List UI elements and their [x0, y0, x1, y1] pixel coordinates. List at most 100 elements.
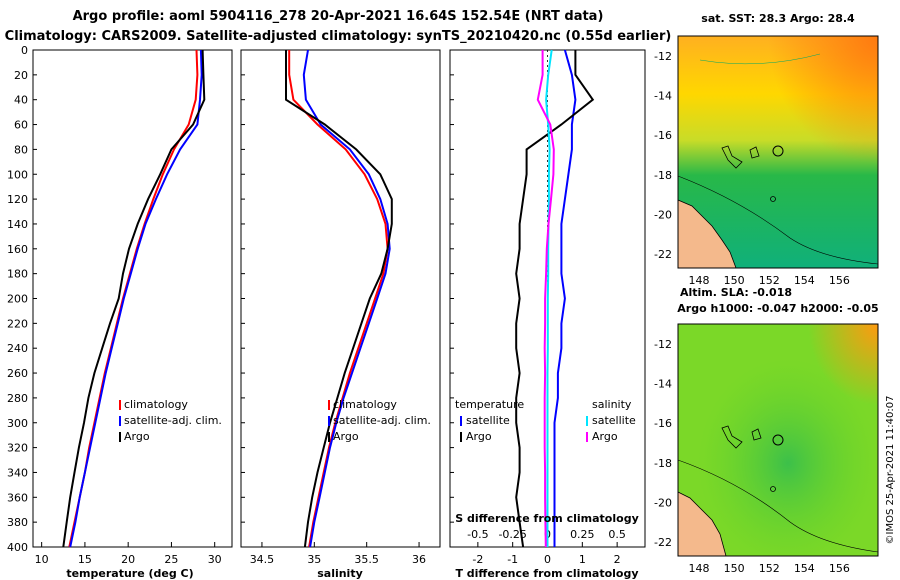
legend-satellite: satellite-adj. clim. [124, 414, 222, 427]
temperature-frame [32, 49, 233, 548]
temperature-xlabel: temperature (deg C) [66, 567, 193, 580]
map-lat-label: -20 [654, 208, 672, 221]
x-tick-label: 25 [164, 553, 178, 566]
map-lat-label: -18 [654, 169, 672, 182]
map-lat-label: -22 [654, 248, 672, 261]
sla-map-subtitle: Argo h1000: -0.047 h2000: -0.05 [677, 302, 878, 315]
depth-tick-label: 200 [7, 293, 28, 306]
reef-marker [770, 196, 776, 202]
map-lon-label: 154 [794, 274, 815, 287]
map-lon-label: 156 [829, 274, 850, 287]
map-lon-label: 148 [689, 274, 710, 287]
reef-outline [751, 428, 762, 441]
series-climatology [288, 50, 389, 548]
depth-tick-label: 160 [7, 243, 28, 256]
series-satellite-adj-clim- [69, 49, 203, 548]
series-temperature-argo [515, 50, 595, 548]
legend-t-satellite: satellite [466, 414, 510, 427]
series-satellite-adj-clim- [302, 49, 391, 548]
map-lat-label: -16 [654, 129, 672, 142]
x-tick-label: 1 [579, 553, 586, 566]
t-difference-label: T difference from climatology [455, 567, 638, 580]
legend-satellite: satellite-adj. clim. [333, 414, 431, 427]
series-salinity-argo [536, 50, 555, 548]
sla-high-corner [678, 324, 878, 556]
salinity-panel: 34.5 35 35.5 36 salinity climatology satell… [240, 49, 441, 580]
temperature-series [62, 49, 206, 548]
sla-map-title: Altim. SLA: -0.018 [680, 286, 792, 299]
temperature-legend: climatology satellite-adj. clim. Argo [119, 398, 222, 443]
x-tick-label: 34.5 [250, 553, 275, 566]
reef-outline [721, 145, 743, 169]
x-tick-label: 0 [544, 553, 551, 566]
depth-tick-label: 360 [7, 491, 28, 504]
difference-legend: temperature satellite Argo salinity sate… [455, 398, 636, 443]
depth-tick-label: 40 [14, 94, 28, 107]
sla-map-y-axis: -12 -14 -16 -18 -20 -22 [654, 338, 672, 549]
map-lon-label: 150 [724, 562, 745, 575]
legend-climatology: climatology [124, 398, 188, 411]
depth-tick-label: 100 [7, 168, 28, 181]
depth-tick-label: 140 [7, 218, 28, 231]
bathymetry-contour [677, 459, 879, 553]
imos-credit: ©IMOS 25-Apr-2021 11:40:07 [885, 396, 896, 545]
depth-tick-label: 180 [7, 268, 28, 281]
series-salinity-satellite [545, 49, 553, 547]
salinity-series [285, 49, 393, 548]
sst-map-frame [677, 35, 879, 269]
legend-argo: Argo [333, 430, 359, 443]
sst-map-y-axis: -12 -14 -16 -18 -20 -22 [654, 50, 672, 261]
depth-tick-label: 240 [7, 342, 28, 355]
temperature-panel: 0 20 40 60 80 100 120 140 160 180 200 220 240 260 280 3… [7, 44, 454, 580]
s-tick-label: 0.5 [608, 528, 626, 541]
depth-tick-label: 280 [7, 392, 28, 405]
map-lon-label: 150 [724, 274, 745, 287]
map-lon-label: 154 [794, 562, 815, 575]
x-tick-label: -1 [507, 553, 518, 566]
sst-map-x-axis: 148 150 152 154 156 [689, 274, 850, 287]
argo-location-marker [772, 145, 784, 157]
difference-x-axis: -2 -1 0 1 2 [472, 542, 621, 566]
depth-tick-label: 60 [14, 119, 28, 132]
salinity-x-axis: 34.5 35 35.5 36 [250, 542, 426, 566]
depth-tick-label: 400 [7, 541, 28, 554]
x-tick-label: -2 [472, 553, 483, 566]
x-tick-label: 2 [614, 553, 621, 566]
x-tick-label: 10 [35, 553, 49, 566]
map-lat-label: -16 [654, 417, 672, 430]
salinity-xlabel: salinity [317, 567, 363, 580]
legend-salinity-title: salinity [592, 398, 632, 411]
map-lon-label: 152 [759, 274, 780, 287]
map-lon-label: 148 [689, 562, 710, 575]
map-lat-label: -14 [654, 377, 672, 390]
map-lat-label: -20 [654, 496, 672, 509]
title-line-2: Climatology: CARS2009. Satellite-adjuste… [5, 29, 672, 44]
series-climatology [68, 49, 199, 548]
map-lon-label: 152 [759, 562, 780, 575]
salinity-legend: climatology satellite-adj. clim. Argo [328, 398, 431, 443]
bathymetry-contour [677, 175, 879, 265]
map-lon-label: 156 [829, 562, 850, 575]
temperature-x-axis: 10 15 20 25 30 [35, 542, 222, 566]
map-lat-label: -12 [654, 50, 672, 63]
series-argo [62, 49, 206, 548]
argo-location-marker [772, 434, 784, 446]
reef-outline [721, 425, 743, 449]
sla-map-frame [677, 323, 879, 557]
reef-marker [770, 486, 776, 492]
series-temperature-satellite [553, 49, 577, 547]
s-tick-label: -0.5 [467, 528, 488, 541]
map-lat-label: -22 [654, 536, 672, 549]
legend-t-argo: Argo [466, 430, 492, 443]
x-tick-label: 35 [307, 553, 321, 566]
depth-tick-label: 80 [14, 143, 28, 156]
title-line-1: Argo profile: aoml 5904116_278 20-Apr-20… [73, 9, 604, 24]
sst-map: sat. SST: 28.3 Argo: 28.4 148 150 152 154 15… [654, 12, 879, 287]
salinity-frame [240, 49, 441, 548]
x-tick-label: 20 [121, 553, 135, 566]
legend-s-satellite: satellite [592, 414, 636, 427]
legend-argo: Argo [124, 430, 150, 443]
legend-temperature-title: temperature [455, 398, 524, 411]
map-lat-label: -18 [654, 457, 672, 470]
